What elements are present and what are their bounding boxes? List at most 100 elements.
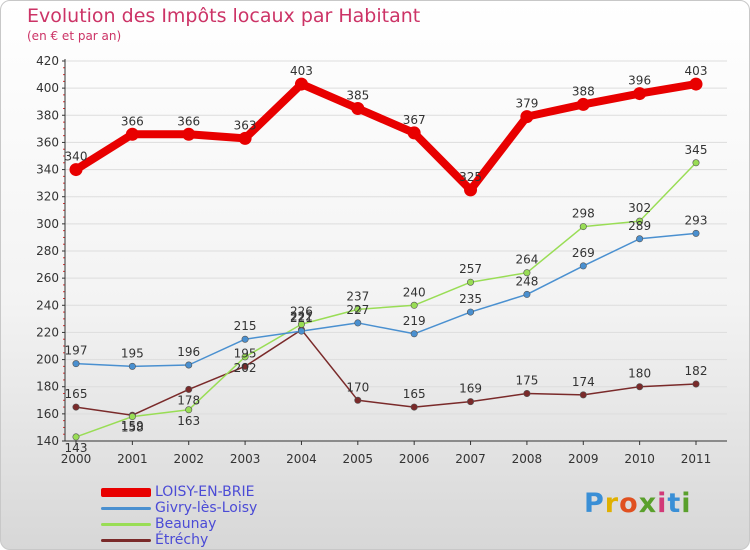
data-point — [410, 330, 418, 338]
logo-letter: x — [638, 488, 658, 519]
data-point — [523, 389, 531, 397]
data-point — [467, 278, 475, 286]
data-label: 169 — [459, 382, 482, 396]
logo-letter: P — [584, 488, 605, 519]
data-label: 182 — [685, 364, 708, 378]
data-label: 195 — [234, 346, 257, 360]
x-tick-label: 2002 — [173, 452, 204, 466]
data-label: 403 — [290, 64, 313, 78]
data-label: 219 — [403, 314, 426, 328]
data-point — [464, 183, 478, 197]
data-label: 289 — [628, 219, 651, 233]
y-tick-label: 200 — [36, 353, 59, 367]
data-label: 237 — [346, 289, 369, 303]
data-label: 345 — [685, 143, 708, 157]
y-tick-label: 180 — [36, 380, 59, 394]
data-point — [410, 301, 418, 309]
data-point — [692, 380, 700, 388]
data-label: 227 — [346, 303, 369, 317]
data-label: 235 — [459, 292, 482, 306]
data-point — [128, 413, 136, 421]
data-point — [410, 403, 418, 411]
legend: LOISY-EN-BRIE Givry-lès-Loisy Beaunay Ét… — [101, 484, 257, 548]
data-point — [636, 217, 644, 225]
legend-label-etrechy: Étréchy — [155, 532, 209, 548]
data-point — [241, 362, 249, 370]
x-tick-label: 2003 — [230, 452, 261, 466]
logo-letter: i — [657, 488, 668, 519]
legend-item-loisy: LOISY-EN-BRIE — [101, 484, 257, 500]
x-tick-label: 2000 — [61, 452, 92, 466]
data-label: 403 — [685, 64, 708, 78]
data-point — [69, 163, 83, 177]
data-point — [238, 131, 252, 145]
y-tick-label: 380 — [36, 108, 59, 122]
data-label: 165 — [403, 387, 426, 401]
data-label: 175 — [515, 374, 538, 388]
data-label: 388 — [572, 84, 595, 98]
proxiti-logo: Proxiti — [584, 488, 692, 519]
data-label: 302 — [628, 201, 651, 215]
data-label: 269 — [572, 246, 595, 260]
data-point — [692, 159, 700, 167]
y-tick-label: 320 — [36, 190, 59, 204]
data-label: 385 — [346, 89, 369, 103]
data-point — [636, 383, 644, 391]
data-label: 143 — [65, 441, 88, 455]
y-tick-label: 360 — [36, 135, 59, 149]
y-tick-label: 300 — [36, 217, 59, 231]
x-tick-label: 2007 — [455, 452, 486, 466]
data-label: 240 — [403, 285, 426, 299]
data-label: 264 — [515, 253, 538, 267]
legend-label-beaunay: Beaunay — [155, 516, 217, 532]
y-tick-label: 140 — [36, 434, 59, 448]
data-point — [128, 362, 136, 370]
data-point — [633, 87, 647, 101]
data-label: 165 — [65, 387, 88, 401]
legend-item-givry: Givry-lès-Loisy — [101, 500, 257, 516]
data-label: 340 — [65, 150, 88, 164]
data-label: 293 — [685, 213, 708, 227]
data-point — [351, 102, 365, 115]
x-tick-label: 2005 — [343, 452, 374, 466]
data-label: 379 — [515, 97, 538, 111]
legend-swatch-loisy — [101, 487, 151, 497]
data-point — [689, 77, 703, 91]
x-tick-label: 2011 — [681, 452, 712, 466]
series-line-0 — [72, 80, 700, 194]
data-label: 174 — [572, 375, 595, 389]
data-point — [125, 127, 139, 141]
y-tick-label: 400 — [36, 81, 59, 95]
y-tick-label: 220 — [36, 325, 59, 339]
data-label: 197 — [65, 344, 88, 358]
data-label: 363 — [234, 118, 257, 132]
data-point — [467, 398, 475, 406]
data-label: 158 — [121, 421, 144, 435]
data-point — [467, 308, 475, 316]
data-point — [297, 327, 305, 335]
data-label: 163 — [177, 414, 200, 428]
data-point — [185, 406, 193, 414]
data-label: 202 — [234, 361, 257, 375]
data-point — [523, 290, 531, 298]
data-label: 221 — [290, 311, 313, 325]
legend-item-beaunay: Beaunay — [101, 516, 257, 532]
legend-label-givry: Givry-lès-Loisy — [155, 500, 258, 516]
data-point — [72, 433, 80, 441]
data-point — [636, 235, 644, 243]
chart-title: Evolution des Impôts locaux par Habitant — [27, 5, 421, 27]
logo-letter: o — [619, 488, 639, 519]
y-tick-label: 240 — [36, 298, 59, 312]
y-tick-label: 280 — [36, 244, 59, 258]
x-tick-label: 2006 — [399, 452, 430, 466]
data-point — [241, 335, 249, 343]
x-tick-label: 2008 — [512, 452, 543, 466]
legend-label-loisy: LOISY-EN-BRIE — [155, 484, 255, 500]
y-tick-label: 260 — [36, 271, 59, 285]
data-label: 215 — [234, 319, 257, 333]
legend-swatch-etrechy — [101, 538, 151, 542]
data-point — [354, 305, 362, 313]
logo-letter: i — [681, 488, 692, 519]
logo-letter: t — [667, 488, 682, 519]
